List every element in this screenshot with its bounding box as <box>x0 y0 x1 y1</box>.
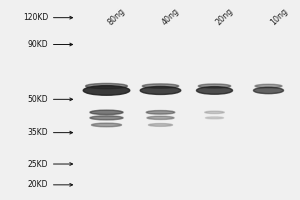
Ellipse shape <box>83 86 130 95</box>
Ellipse shape <box>90 110 123 115</box>
Ellipse shape <box>198 84 231 88</box>
Text: 25KD: 25KD <box>28 160 48 169</box>
Text: 90KD: 90KD <box>28 40 48 49</box>
Text: 20ng: 20ng <box>214 6 235 27</box>
Ellipse shape <box>148 124 172 126</box>
Text: 80ng: 80ng <box>106 6 127 27</box>
Text: 50KD: 50KD <box>28 95 48 104</box>
Text: 35KD: 35KD <box>28 128 48 137</box>
Ellipse shape <box>205 111 224 114</box>
Text: 20KD: 20KD <box>28 180 48 189</box>
Ellipse shape <box>90 116 123 120</box>
Text: 120KD: 120KD <box>23 13 48 22</box>
Ellipse shape <box>254 87 284 94</box>
Ellipse shape <box>92 123 122 127</box>
Ellipse shape <box>85 83 128 89</box>
Ellipse shape <box>196 87 232 94</box>
Ellipse shape <box>142 84 179 88</box>
Ellipse shape <box>140 86 181 94</box>
Ellipse shape <box>147 116 174 119</box>
Ellipse shape <box>146 111 175 114</box>
Text: 10ng: 10ng <box>268 6 289 27</box>
Ellipse shape <box>206 117 224 119</box>
Text: 40ng: 40ng <box>160 6 181 27</box>
Ellipse shape <box>255 84 282 88</box>
